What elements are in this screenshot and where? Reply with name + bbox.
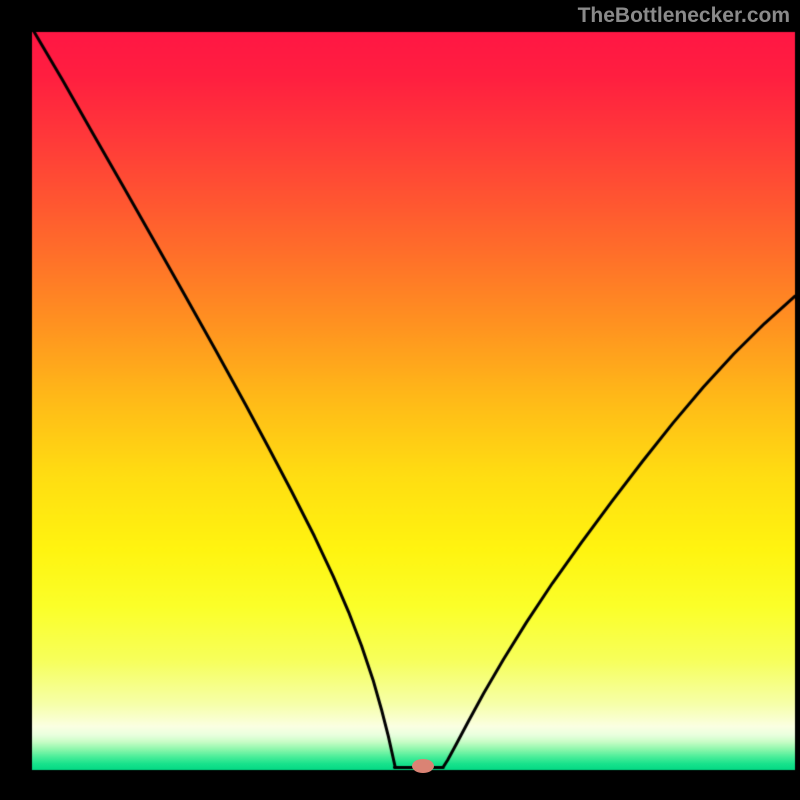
watermark-text: TheBottlenecker.com <box>578 4 790 28</box>
bottleneck-curve-chart <box>0 0 800 800</box>
optimal-point-marker <box>412 759 434 773</box>
